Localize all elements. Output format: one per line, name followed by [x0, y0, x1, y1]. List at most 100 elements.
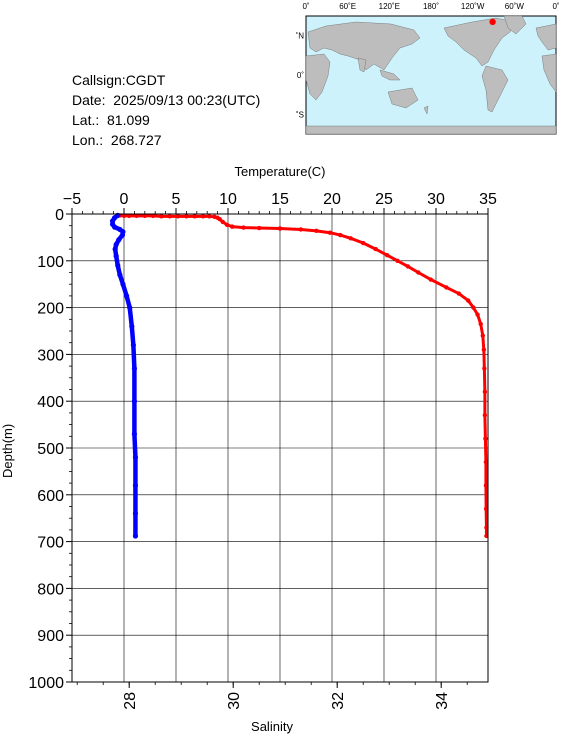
land-nz [423, 105, 429, 115]
map-longitude-tick: 60˚W [505, 2, 525, 11]
temperature-data-point [373, 246, 378, 252]
depth-tick-label: 900 [37, 628, 64, 645]
temperature-tick-label: 15 [271, 191, 289, 208]
salinity-data-point [119, 232, 126, 238]
temperature-tick-label: −5 [63, 191, 81, 208]
map-longitude-tick: 60˚E [339, 2, 356, 11]
temperature-data-point [444, 285, 449, 290]
temperature-data-point [159, 214, 164, 219]
depth-tick-label: 1000 [28, 675, 64, 692]
temperature-data-point [481, 347, 487, 352]
temperature-data-point [466, 298, 471, 303]
depth-tick-label: 0 [55, 207, 64, 224]
temperature-data-point [220, 219, 225, 225]
temperature-tick-label: 10 [219, 191, 237, 208]
temperature-data-point [127, 213, 132, 219]
temperature-tick-label: 20 [323, 191, 341, 208]
chart-grid [71, 213, 489, 683]
temperature-data-point [471, 305, 476, 310]
salinity-tick-label: 30 [226, 692, 243, 710]
temperature-data-point [475, 312, 480, 317]
date-text: Date: 2025/09/13 00:23(UTC) [72, 92, 261, 108]
depth-axis-label: Depth(m) [0, 424, 15, 478]
salinity-data-point [130, 342, 136, 348]
station-marker [489, 18, 496, 26]
temperature-data-point [416, 270, 421, 275]
temperature-axis-label: Temperature(C) [234, 164, 325, 179]
temperature-data-point [314, 228, 319, 234]
depth-tick-label: 600 [37, 488, 64, 505]
temperature-data-point [348, 236, 353, 241]
salinity-data-point [109, 221, 116, 227]
callsign-text: Callsign:CGDT [72, 72, 166, 88]
temperature-data-point [257, 225, 262, 231]
salinity-data-point [129, 323, 135, 329]
latitude-text: Lat.: 81.099 [72, 112, 150, 128]
salinity-data-point [132, 510, 139, 517]
temperature-data-point [117, 213, 123, 218]
salinity-data-point [120, 229, 126, 235]
depth-tick-label: 700 [37, 535, 64, 552]
map-longitude-tick: 120˚E [379, 2, 400, 11]
temperature-tick-label: 35 [479, 191, 497, 208]
depth-tick-label: 800 [37, 581, 64, 598]
land-antarctica [305, 125, 557, 135]
map-longitude-tick: 180˚ [423, 2, 439, 11]
map-latitude-labels: 60˚N 0˚ 60˚S [296, 32, 304, 120]
salinity-axis: 28 30 32 34 [76, 682, 468, 710]
salinity-data-point [113, 253, 119, 259]
salinity-data-point [131, 365, 137, 372]
temperature-data-point [229, 224, 235, 229]
longitude-text: Lon.: 268.727 [72, 132, 162, 148]
temperature-tick-label: 30 [427, 191, 445, 208]
plot-frame [71, 213, 489, 683]
temperature-data-point [478, 321, 483, 327]
salinity-data-point [115, 262, 121, 269]
salinity-data-point [115, 212, 121, 219]
station-info: Callsign:CGDT Date: 2025/09/13 00:23(UTC… [72, 70, 260, 150]
temperature-tick-label: 5 [172, 191, 181, 208]
salinity-data-point [131, 398, 137, 404]
temperature-data-point [338, 232, 343, 238]
temperature-data-point [428, 277, 433, 282]
temperature-data-point [134, 213, 139, 219]
depth-tick-label: 500 [37, 441, 64, 458]
land-north-america [443, 17, 517, 67]
temperature-data-point [175, 214, 181, 219]
temperature-tick-label: 25 [375, 191, 393, 208]
temperature-data-point [484, 533, 489, 539]
salinity-data-point [112, 246, 118, 252]
depth-tick-label: 100 [37, 254, 64, 271]
salinity-data-point [109, 218, 116, 224]
temperature-data-point [482, 389, 488, 395]
temperature-data-point [327, 230, 333, 235]
salinity-tick-label: 28 [122, 692, 139, 710]
salinity-tick-label: 34 [434, 692, 451, 710]
temperature-data-point [395, 258, 400, 263]
map-longitude-tick: 0˚ [302, 2, 309, 11]
salinity-data-point [117, 272, 123, 278]
map-longitude-tick: 0˚ [552, 2, 559, 11]
temperature-data-point [212, 214, 217, 220]
temperature-data-point [192, 214, 197, 219]
temperature-data-point [200, 214, 206, 219]
land-africa [305, 53, 331, 101]
salinity-data-point [112, 215, 118, 221]
depth-axis: 0 100 200 300 400 500 600 700 800 900 1000 [28, 207, 72, 692]
temperature-data-point [215, 215, 220, 220]
land-europe-right [535, 23, 557, 51]
salinity-data-point [116, 237, 122, 243]
salinity-data-point [112, 224, 118, 230]
temperature-data-point [217, 216, 222, 222]
salinity-data-point [120, 281, 126, 287]
land-se-asia [379, 69, 401, 81]
salinity-profile-line [110, 213, 138, 539]
temperature-data-point [241, 225, 246, 230]
temperature-data-point [121, 213, 127, 219]
temperature-data-point [483, 483, 489, 488]
depth-tick-label: 300 [37, 347, 64, 364]
temperature-data-point [480, 333, 485, 338]
temperature-data-point [484, 525, 489, 530]
chart-series [109, 212, 489, 539]
depth-tick-label: 400 [37, 394, 64, 411]
